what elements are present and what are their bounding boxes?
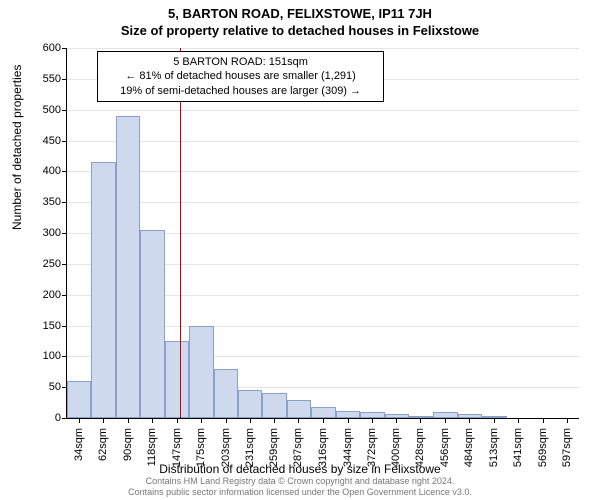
histogram-bar	[238, 390, 262, 418]
xtick-mark	[323, 418, 324, 423]
xtick-label: 231sqm	[244, 424, 256, 467]
title-address: 5, BARTON ROAD, FELIXSTOWE, IP11 7JH	[0, 0, 600, 21]
xtick-label: 316sqm	[317, 424, 329, 467]
ytick-label: 150	[43, 320, 67, 332]
xtick-label: 34sqm	[73, 424, 85, 461]
histogram-bar	[91, 162, 115, 418]
ytick-label: 350	[43, 196, 67, 208]
xtick-mark	[567, 418, 568, 423]
annotation-line: 19% of semi-detached houses are larger (…	[106, 84, 375, 98]
histogram-bar	[262, 393, 286, 418]
xtick-label: 344sqm	[342, 424, 354, 467]
xtick-label: 372sqm	[366, 424, 378, 467]
histogram-bar	[287, 400, 311, 419]
xtick-label: 62sqm	[97, 424, 109, 461]
histogram-bar	[116, 116, 140, 418]
ytick-label: 600	[43, 42, 67, 54]
xtick-mark	[250, 418, 251, 423]
xtick-mark	[298, 418, 299, 423]
xtick-mark	[201, 418, 202, 423]
annotation-line: ← 81% of detached houses are smaller (1,…	[106, 69, 375, 83]
xtick-label: 456sqm	[439, 424, 451, 467]
xtick-mark	[348, 418, 349, 423]
xtick-label: 287sqm	[292, 424, 304, 467]
xtick-label: 90sqm	[122, 424, 134, 461]
xtick-mark	[396, 418, 397, 423]
xtick-label: 541sqm	[512, 424, 524, 467]
gridline-h	[67, 110, 579, 111]
xtick-label: 259sqm	[268, 424, 280, 467]
ytick-label: 400	[43, 165, 67, 177]
ytick-label: 500	[43, 104, 67, 116]
xtick-mark	[79, 418, 80, 423]
xtick-mark	[152, 418, 153, 423]
xtick-label: 147sqm	[171, 424, 183, 467]
histogram-bar	[311, 407, 335, 418]
footer-line-2: Contains public sector information licen…	[0, 487, 600, 498]
xtick-label: 597sqm	[561, 424, 573, 467]
ytick-label: 450	[43, 135, 67, 147]
xtick-mark	[226, 418, 227, 423]
histogram-bar	[214, 369, 238, 418]
xtick-label: 400sqm	[390, 424, 402, 467]
xtick-label: 175sqm	[195, 424, 207, 467]
xtick-label: 203sqm	[220, 424, 232, 467]
ytick-label: 0	[55, 412, 67, 424]
y-axis-label: Number of detached properties	[10, 65, 24, 230]
ytick-label: 50	[49, 381, 67, 393]
annotation-box: 5 BARTON ROAD: 151sqm← 81% of detached h…	[97, 51, 384, 102]
plot-area: 05010015020025030035040045050055060034sq…	[66, 48, 579, 419]
xtick-mark	[177, 418, 178, 423]
xtick-label: 428sqm	[414, 424, 426, 467]
ytick-label: 100	[43, 350, 67, 362]
xtick-label: 569sqm	[537, 424, 549, 467]
xtick-label: 513sqm	[488, 424, 500, 467]
histogram-bar	[165, 341, 189, 418]
xtick-mark	[103, 418, 104, 423]
xtick-mark	[128, 418, 129, 423]
xtick-mark	[372, 418, 373, 423]
histogram-bar	[189, 326, 213, 419]
x-axis-label: Distribution of detached houses by size …	[0, 462, 600, 476]
xtick-mark	[494, 418, 495, 423]
xtick-label: 118sqm	[146, 424, 158, 466]
histogram-bar	[458, 414, 482, 418]
xtick-mark	[420, 418, 421, 423]
ytick-label: 200	[43, 289, 67, 301]
gridline-h	[67, 171, 579, 172]
gridline-h	[67, 48, 579, 49]
histogram-bar	[140, 230, 164, 418]
gridline-h	[67, 202, 579, 203]
reference-line	[180, 48, 181, 418]
xtick-mark	[274, 418, 275, 423]
ytick-label: 550	[43, 73, 67, 85]
xtick-label: 484sqm	[463, 424, 475, 467]
chart-container: 5, BARTON ROAD, FELIXSTOWE, IP11 7JH Siz…	[0, 0, 600, 500]
histogram-bar	[67, 381, 91, 418]
xtick-mark	[518, 418, 519, 423]
xtick-mark	[469, 418, 470, 423]
ytick-label: 250	[43, 258, 67, 270]
ytick-label: 300	[43, 227, 67, 239]
footer-line-1: Contains HM Land Registry data © Crown c…	[0, 476, 600, 487]
xtick-mark	[445, 418, 446, 423]
title-subtitle: Size of property relative to detached ho…	[0, 21, 600, 38]
gridline-h	[67, 141, 579, 142]
footer-attribution: Contains HM Land Registry data © Crown c…	[0, 476, 600, 498]
xtick-mark	[543, 418, 544, 423]
annotation-line: 5 BARTON ROAD: 151sqm	[106, 55, 375, 69]
histogram-bar	[336, 411, 360, 418]
